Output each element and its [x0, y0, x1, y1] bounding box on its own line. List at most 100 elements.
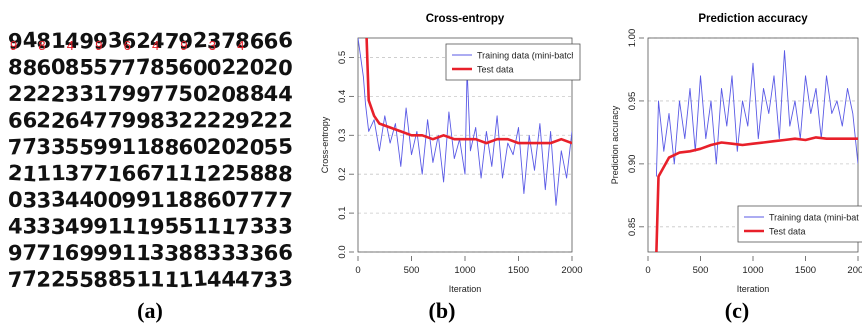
digit-pair: 60	[206, 187, 237, 213]
test-data-line	[365, 38, 572, 145]
digit-pair: 51	[121, 267, 151, 292]
digit-pair: 22	[36, 108, 66, 133]
y-tick-label: 0.85	[627, 218, 638, 237]
digit-pair: 11	[178, 161, 209, 187]
predicted-label: 9	[10, 38, 17, 53]
digit-pair: 44	[263, 82, 293, 107]
digit-pair: 50	[178, 82, 208, 107]
legend-label: Training data (mini-batch)	[769, 213, 862, 223]
digit-pair: 77	[263, 188, 293, 213]
legend-label: Test data	[477, 65, 514, 75]
digit-pair: 60	[178, 55, 208, 80]
digit-pair: 88	[92, 266, 123, 292]
digit-pair: 00	[93, 188, 123, 213]
x-axis-label: Iteration	[737, 284, 770, 294]
digit-pair: 60	[36, 55, 66, 80]
digit-pair: 22	[206, 108, 236, 133]
x-tick-label: 2000	[847, 265, 862, 276]
digit-pair: 71	[150, 161, 180, 186]
x-axis-label: Iteration	[449, 284, 482, 294]
x-tick-label: 1500	[795, 265, 816, 276]
panel-label-c: (c)	[725, 298, 749, 323]
test-data-line	[655, 136, 858, 252]
panel-label-b: (b)	[429, 298, 456, 323]
digit-pair: 92	[178, 28, 209, 54]
digit-pair: 88	[263, 161, 294, 187]
digit-pair: 99	[93, 240, 123, 265]
digit-pair: 66	[263, 28, 294, 54]
digit-pair: 44	[65, 188, 95, 213]
cross-entropy-chart: Cross-entropy 0 500 1000 1500 2000 0.0 0.1 0.2 0.…	[320, 13, 583, 294]
digit-pair: 49	[64, 29, 94, 54]
digit-pair: 71	[36, 241, 66, 266]
digit-pair: 33	[263, 266, 294, 292]
digit-pair: 33	[36, 214, 66, 239]
digit-pair: 66	[8, 108, 38, 133]
digit-pair: 20	[235, 134, 265, 159]
chart-title: Prediction accuracy	[698, 13, 808, 25]
x-tick-label: 1500	[508, 265, 529, 276]
digit-pair: 20	[207, 135, 236, 159]
digit-pair: 99	[121, 81, 152, 107]
predicted-label: 6	[124, 38, 131, 53]
digit-pair: 77	[93, 108, 123, 133]
digit-pair: 33	[64, 81, 94, 106]
predicted-label: 4	[152, 38, 159, 53]
digit-pair: 86	[235, 29, 265, 54]
digit-pair: 43	[8, 215, 37, 239]
panel-label-a: (a)	[137, 298, 163, 323]
digit-pair: 55	[64, 267, 94, 292]
digit-pair: 81	[36, 29, 66, 54]
digit-pair: 33	[234, 240, 265, 266]
digit-pair: 22	[178, 108, 208, 133]
digit-pair: 83	[149, 107, 180, 133]
digit-pair: 22	[36, 81, 67, 107]
digit-pair: 95	[149, 214, 179, 239]
plot-frame	[647, 37, 859, 253]
digit-pair: 64	[64, 107, 95, 133]
y-axis-label: Prediction accuracy	[610, 105, 620, 184]
digit-pair: 77	[7, 134, 37, 159]
predicted-label: 3	[209, 38, 216, 53]
x-tick-label: 1000	[742, 265, 763, 276]
digit-pair: 02	[206, 55, 236, 80]
digit-pair: 11	[178, 266, 209, 292]
predicted-label: 9	[180, 38, 187, 53]
digit-pair: 33	[207, 241, 237, 266]
legend-label: Training data (mini-batch)	[477, 51, 579, 61]
predicted-label: 9	[95, 38, 102, 53]
y-tick-label: 0.95	[627, 92, 638, 111]
legend-box	[737, 205, 862, 243]
digit-pair: 77	[121, 55, 151, 80]
digit-pair: 92	[234, 107, 265, 133]
digit-pair: 51	[178, 215, 207, 239]
x-tick-label: 500	[404, 265, 420, 276]
digit-pair: 22	[8, 82, 38, 107]
y-tick-label: 0.2	[337, 168, 348, 181]
digit-pair: 20	[235, 56, 264, 80]
training-data-line	[358, 38, 572, 206]
digit-pair: 20	[263, 55, 293, 80]
digit-pair: 11	[121, 241, 151, 266]
digit-pair: 85	[65, 56, 94, 80]
digit-pair: 11	[36, 161, 66, 186]
x-tick-label: 0	[645, 265, 650, 276]
digit-pair: 37	[65, 161, 95, 186]
digit-pair: 37	[207, 29, 237, 54]
digit-pair: 85	[150, 56, 179, 80]
digit-pair: 58	[235, 161, 265, 186]
digit-pair: 20	[206, 81, 237, 107]
predicted-label: 8	[38, 38, 45, 53]
digit-pair: 55	[263, 134, 293, 159]
digit-pair: 33	[36, 187, 67, 213]
digit-pair: 44	[207, 267, 237, 292]
digit-pair: 62	[121, 29, 151, 54]
digit-pair: 88	[178, 188, 208, 213]
digit-pair: 94	[7, 28, 38, 54]
predicted-label: 4	[67, 38, 74, 53]
digit-pair: 77	[150, 81, 180, 106]
digit-pair: 73	[235, 214, 265, 239]
digit-pair: 11	[150, 188, 180, 213]
digit-pair: 33	[149, 240, 180, 266]
